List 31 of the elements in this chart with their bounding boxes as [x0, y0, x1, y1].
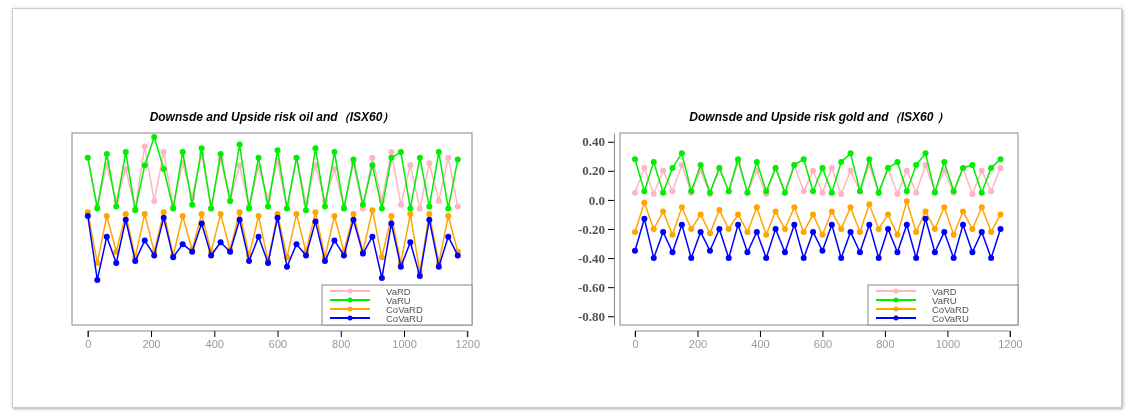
y-tick-label: -0.80 [577, 308, 605, 324]
y-tick-label: -0.60 [577, 279, 605, 295]
legend-label: CoVaRD [386, 303, 423, 315]
chart-title: Downsde and Upside risk oil and（ISX60） [149, 110, 395, 124]
x-tick-label: 200 [142, 337, 161, 350]
x-tick-label: 400 [751, 337, 770, 350]
legend-label: VaRD [932, 285, 957, 297]
y-tick-label: -0.40 [577, 250, 605, 266]
x-tick-label: 200 [688, 337, 708, 350]
x-tick-label: 1000 [935, 337, 961, 350]
y-tick-label: 0.20 [582, 163, 605, 179]
x-tick-label: 400 [205, 337, 224, 350]
x-tick-label: 600 [268, 337, 288, 350]
y-tick-label: 0.0 [588, 192, 605, 208]
x-tick-label: 800 [332, 337, 351, 350]
x-tick-label: 800 [876, 337, 895, 350]
y-tick-label: 0.40 [582, 134, 605, 150]
x-tick-label: 1200 [455, 337, 480, 350]
x-tick-label: 1200 [998, 337, 1023, 350]
legend-label: CoVaRU [932, 312, 969, 324]
legend-label: VaRD [386, 285, 411, 297]
x-tick-label: 0 [85, 337, 92, 350]
x-tick-label: 600 [813, 337, 833, 350]
legend-label: CoVaRU [386, 312, 423, 324]
chart-title: Downsde and Upside risk gold and（ISX60 ） [689, 110, 949, 124]
y-tick-label: -0.20 [577, 221, 605, 237]
legend-label: VaRU [932, 294, 957, 306]
legend-label: VaRU [386, 294, 411, 306]
x-tick-label: 1000 [392, 337, 417, 350]
x-tick-label: 0 [632, 337, 639, 350]
legend-label: CoVaRD [932, 303, 969, 315]
